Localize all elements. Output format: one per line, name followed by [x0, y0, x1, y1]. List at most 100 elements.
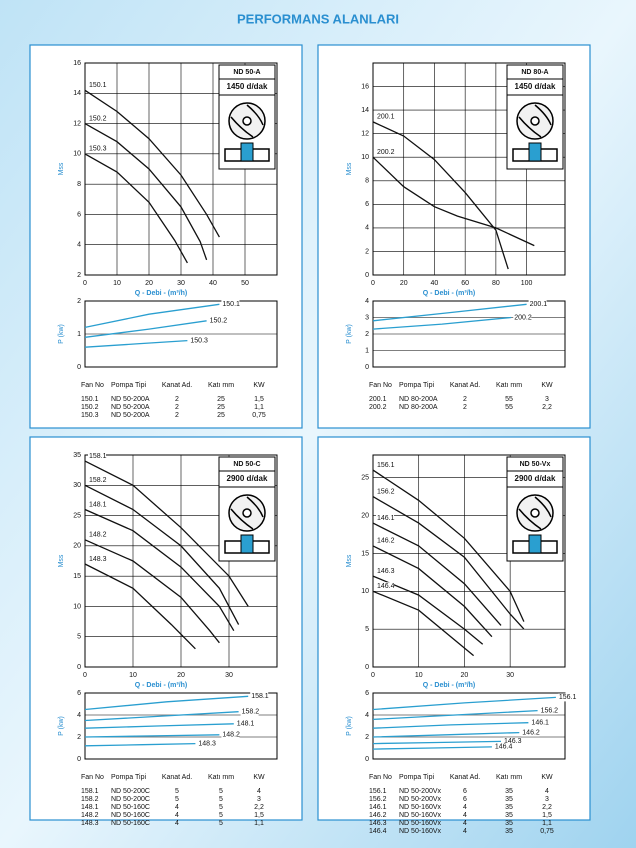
- curve-label: 146.1: [377, 515, 395, 522]
- y-tick-label: 4: [365, 712, 369, 719]
- curve-label-bg: [513, 313, 532, 322]
- curve-label-bg: [376, 461, 394, 470]
- table-cell: ND 50-200C: [111, 796, 150, 803]
- table-cell: 4: [463, 828, 467, 835]
- table-cell: 1,1: [542, 820, 552, 827]
- curve: [84, 734, 220, 738]
- table-header: Pompa Tipi: [399, 382, 434, 389]
- table-cell: 150.3: [81, 412, 99, 419]
- table-cell: 148.3: [81, 820, 99, 827]
- y-axis-label: P (kw): [346, 324, 353, 344]
- table-cell: 25: [217, 404, 225, 411]
- table-cell: 6: [463, 788, 467, 795]
- table-cell: 150.1: [81, 396, 99, 403]
- y-tick-label: 14: [73, 90, 81, 97]
- curve: [372, 731, 520, 738]
- curve-label: 158.2: [89, 477, 107, 484]
- table-cell: 5: [219, 796, 223, 803]
- curve-label: 148.3: [198, 740, 216, 747]
- curve-label-bg: [88, 452, 106, 461]
- table-cell: 2: [463, 396, 467, 403]
- y-tick-label: 2: [365, 248, 369, 255]
- y-tick-label: 12: [73, 120, 81, 127]
- table-cell: 35: [505, 788, 513, 795]
- speed: 2900 d/dak: [515, 474, 556, 483]
- curve-label-bg: [221, 730, 240, 739]
- y-tick-label: 1: [365, 347, 369, 354]
- y-tick-label: 2: [365, 734, 369, 741]
- curve-label-bg: [521, 728, 540, 737]
- curve-label: 158.1: [89, 453, 107, 460]
- curve: [372, 740, 502, 745]
- table-cell: 1,1: [254, 404, 264, 411]
- table-header: Pompa Tipi: [111, 774, 146, 781]
- curve-label: 146.3: [504, 738, 522, 745]
- table-cell: 3: [257, 796, 261, 803]
- y-tick-label: 14: [361, 107, 369, 114]
- table-cell: 148.1: [81, 804, 99, 811]
- table-cell: 156.1: [369, 788, 387, 795]
- table-cell: 4: [175, 820, 179, 827]
- curve-label-bg: [376, 514, 394, 523]
- curve-label: 150.3: [89, 146, 107, 153]
- x-tick-label: 100: [521, 280, 533, 287]
- table-cell: ND 50-160C: [111, 812, 150, 819]
- table-cell: 5: [219, 812, 223, 819]
- table-cell: ND 50-160C: [111, 820, 150, 827]
- table-cell: 2,2: [542, 804, 552, 811]
- impeller-vanes: [518, 104, 552, 138]
- table-header: Kanat Ad.: [450, 382, 480, 389]
- curve: [84, 303, 220, 329]
- y-tick-label: 20: [73, 543, 81, 550]
- table-cell: 2: [175, 396, 179, 403]
- curve-label-bg: [88, 81, 106, 90]
- x-axis-label: Q - Debi - (m³/h): [135, 290, 188, 297]
- curve-label-bg: [376, 487, 394, 496]
- table-cell: ND 50-160Vx: [399, 804, 442, 811]
- table-header: Fan No: [81, 382, 104, 389]
- table-cell: 4: [175, 804, 179, 811]
- curve: [84, 563, 196, 650]
- x-tick-label: 20: [400, 280, 408, 287]
- curve: [372, 709, 538, 721]
- table-cell: 3: [545, 396, 549, 403]
- table-cell: 5: [219, 820, 223, 827]
- table-cell: 4: [463, 804, 467, 811]
- table-header: Kanat Ad.: [162, 774, 192, 781]
- x-tick-label: 20: [177, 672, 185, 679]
- curve-label-bg: [88, 476, 106, 485]
- table-cell: 6: [463, 796, 467, 803]
- table-cell: 35: [505, 820, 513, 827]
- impeller-hub: [530, 116, 540, 126]
- y-tick-label: 2: [77, 298, 81, 305]
- table-cell: 146.4: [369, 828, 387, 835]
- y-axis-label: P (kw): [58, 716, 65, 736]
- y-tick-label: 8: [77, 181, 81, 188]
- curve-label-bg: [376, 582, 394, 591]
- curve-label-bg: [88, 555, 106, 564]
- x-tick-label: 10: [415, 672, 423, 679]
- curve-label-bg: [88, 144, 106, 153]
- curve-label: 200.1: [530, 301, 548, 308]
- x-tick-label: 30: [177, 280, 185, 287]
- curve-label: 150.2: [89, 115, 107, 122]
- y-tick-label: 4: [77, 242, 81, 249]
- table-cell: ND 50-200A: [111, 404, 150, 411]
- table-cell: ND 50-160C: [111, 804, 150, 811]
- curve-label: 156.2: [541, 707, 559, 714]
- table-cell: 146.2: [369, 812, 387, 819]
- curve-label: 146.2: [522, 729, 540, 736]
- table-header: Kanat Ad.: [450, 774, 480, 781]
- y-tick-label: 10: [73, 603, 81, 610]
- table-cell: 5: [219, 788, 223, 795]
- x-tick-label: 30: [225, 672, 233, 679]
- x-tick-label: 20: [461, 672, 469, 679]
- curve-label: 150.3: [190, 337, 208, 344]
- table-cell: ND 50-200C: [111, 788, 150, 795]
- curve: [84, 711, 239, 722]
- y-tick-label: 2: [77, 272, 81, 279]
- y-tick-label: 10: [361, 588, 369, 595]
- y-tick-label: 4: [77, 712, 81, 719]
- y-tick-label: 12: [361, 131, 369, 138]
